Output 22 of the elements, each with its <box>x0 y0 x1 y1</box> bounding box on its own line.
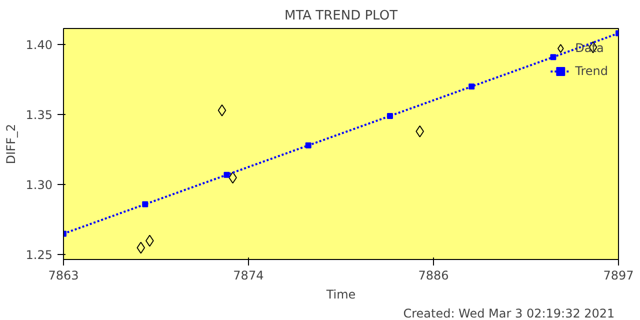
y-tick-label: 1.30 <box>26 178 52 192</box>
y-tick-label: 1.35 <box>26 108 52 122</box>
y-tick-label: 1.25 <box>26 248 52 262</box>
legend-label: Trend <box>575 64 608 78</box>
x-tick-label: 7863 <box>48 268 79 282</box>
x-tick-label: 7886 <box>418 268 449 282</box>
point <box>386 112 393 119</box>
point <box>550 54 556 60</box>
x-tick-label: 7897 <box>603 268 634 282</box>
point <box>305 142 312 148</box>
y-axis-title: DIFF_2 <box>4 124 18 164</box>
x-tick-label: 7874 <box>233 268 264 282</box>
x-axis-title: Time <box>325 288 356 302</box>
point <box>142 201 148 208</box>
text: Created: Wed Mar 3 02:19:32 2021 <box>403 306 615 320</box>
point <box>218 104 226 116</box>
point <box>416 125 424 138</box>
chart-title: MTA TREND PLOT <box>284 8 398 24</box>
point <box>224 172 230 178</box>
y-tick-label: 1.40 <box>26 38 52 52</box>
point <box>136 242 146 254</box>
point <box>468 84 475 90</box>
